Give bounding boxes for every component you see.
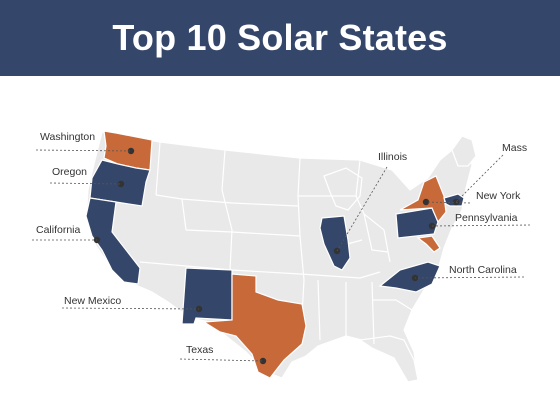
leader-lines bbox=[32, 149, 531, 362]
label-washington: Washington bbox=[40, 131, 95, 143]
dot-texas bbox=[259, 357, 267, 365]
dot-oregon bbox=[117, 180, 125, 188]
state-north-carolina[interactable] bbox=[378, 261, 441, 293]
state-pennsylvania[interactable] bbox=[395, 207, 439, 239]
dot-mass bbox=[452, 198, 460, 206]
label-oregon: Oregon bbox=[52, 166, 87, 178]
label-texas: Texas bbox=[186, 344, 213, 356]
dot-pennsylvania bbox=[428, 222, 436, 230]
label-new-york: New York bbox=[476, 190, 521, 202]
leader-illinois bbox=[336, 166, 388, 252]
us-map-svg: Washington Oregon California New Mexico … bbox=[32, 130, 531, 383]
label-california: California bbox=[36, 224, 81, 236]
state-california[interactable] bbox=[85, 197, 141, 285]
us-map: Washington Oregon California New Mexico … bbox=[0, 76, 560, 420]
state-labels: Washington Oregon California New Mexico … bbox=[36, 131, 527, 356]
leader-texas bbox=[179, 358, 264, 362]
us-base-map bbox=[85, 131, 477, 383]
state-borders bbox=[139, 141, 413, 345]
label-illinois: Illinois bbox=[378, 151, 407, 163]
label-mass: Mass bbox=[502, 142, 527, 154]
leader-new-york bbox=[425, 201, 471, 204]
state-new-york[interactable] bbox=[399, 175, 447, 224]
state-illinois[interactable] bbox=[319, 215, 351, 271]
leader-new-mexico bbox=[61, 307, 200, 310]
page-title: Top 10 Solar States bbox=[112, 17, 448, 58]
title-banner: Top 10 Solar States bbox=[0, 0, 560, 76]
state-new-mexico[interactable] bbox=[181, 267, 233, 325]
label-north-carolina: North Carolina bbox=[449, 264, 517, 276]
state-texas[interactable] bbox=[202, 273, 307, 379]
state-dots bbox=[93, 147, 460, 365]
dot-washington bbox=[127, 147, 135, 155]
leader-mass bbox=[455, 154, 504, 203]
label-new-mexico: New Mexico bbox=[64, 295, 121, 307]
leader-pennsylvania bbox=[431, 224, 531, 227]
label-pennsylvania: Pennsylvania bbox=[455, 212, 518, 224]
state-maryland bbox=[416, 235, 441, 253]
